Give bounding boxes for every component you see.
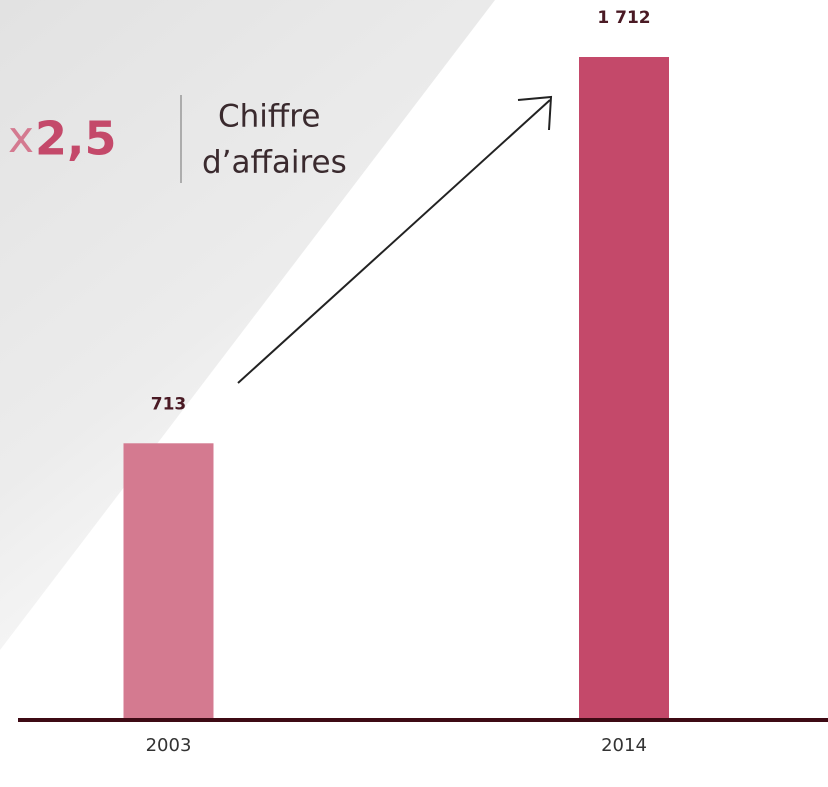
x-tick-label: 2003 (146, 735, 192, 756)
value-label: 1 712 (597, 8, 650, 28)
x-tick-label: 2014 (601, 735, 647, 756)
annotation-label: Chiffre (218, 99, 320, 135)
growth-arrow (237, 95, 553, 384)
value-label: 713 (151, 394, 187, 414)
background-shade (0, 0, 495, 650)
bar (123, 443, 214, 719)
annotation-prefix: x (8, 112, 34, 163)
annotation-label: d’affaires (202, 145, 347, 181)
bar (579, 57, 669, 719)
annotation-factor: 2,5 (35, 112, 117, 166)
